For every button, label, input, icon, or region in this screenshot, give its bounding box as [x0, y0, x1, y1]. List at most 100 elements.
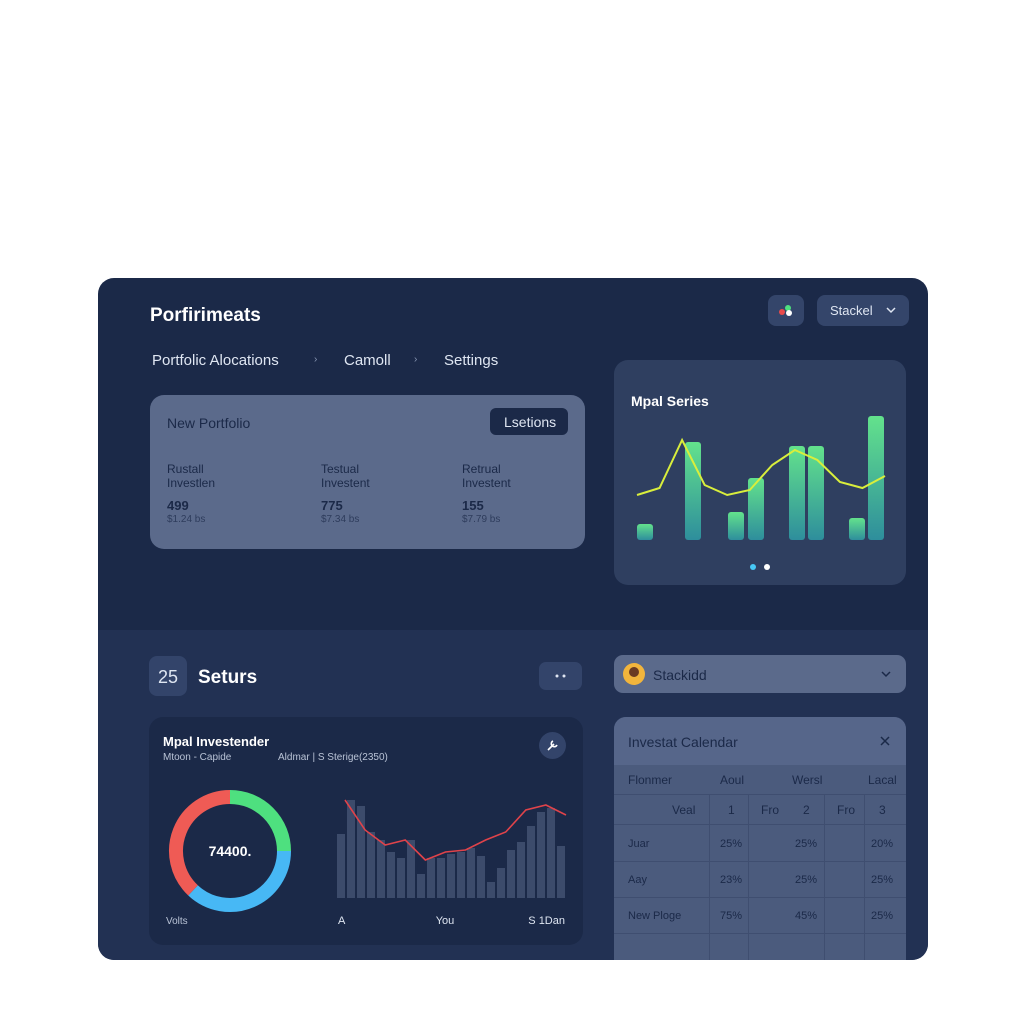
- bar: [507, 850, 515, 898]
- bar: [427, 858, 435, 898]
- sub-header: Fro: [837, 803, 855, 817]
- column-header: Lacal: [868, 773, 897, 787]
- bar: [497, 868, 505, 898]
- series-card: Mpal Series: [614, 360, 906, 585]
- icon-button[interactable]: [768, 295, 804, 326]
- badge: 25: [149, 656, 187, 696]
- divider: [614, 824, 906, 825]
- nav-sep: ›: [314, 354, 318, 365]
- cell: 75%: [719, 910, 742, 922]
- bar: [748, 478, 764, 540]
- pager-dot[interactable]: [750, 564, 756, 570]
- line: [344, 799, 567, 861]
- bar: [849, 518, 865, 540]
- card-title: Mpal Series: [631, 393, 709, 409]
- bar: [728, 512, 744, 540]
- divider: [748, 794, 749, 960]
- sub-header: Fro: [761, 803, 779, 817]
- nav-item[interactable]: Settings: [444, 352, 499, 369]
- dropdown[interactable]: Stackel: [817, 295, 909, 326]
- bar: [417, 874, 425, 898]
- row-label: Aay: [628, 874, 647, 886]
- cell: 45%: [794, 910, 817, 922]
- title: Porfirimeats: [150, 305, 261, 326]
- pager-dot[interactable]: [764, 564, 770, 570]
- more-button[interactable]: [539, 662, 582, 690]
- select[interactable]: Stackidd: [614, 655, 906, 693]
- divider: [614, 897, 906, 898]
- row-label: New Ploge: [628, 910, 682, 922]
- stat-label: Testual: [321, 462, 360, 476]
- bar: [637, 524, 653, 540]
- divider: [614, 933, 906, 934]
- button-label: Lsetions: [504, 414, 557, 430]
- donut-segment: [188, 850, 291, 912]
- stat-label: Investent: [462, 476, 511, 490]
- nav-item[interactable]: Camoll: [344, 352, 391, 369]
- bar: [447, 854, 455, 898]
- stat-sub: $7.79 bs: [462, 514, 501, 525]
- card-title: Investat Calendar: [628, 734, 738, 750]
- dropdown-label: Stackel: [830, 303, 873, 318]
- stat-label: Investent: [321, 476, 370, 490]
- cell: 25%: [870, 874, 893, 886]
- tool-button[interactable]: [539, 732, 566, 759]
- divider: [864, 794, 865, 960]
- calendar-card: Investat Calendar: [614, 717, 906, 960]
- divider: [824, 794, 825, 960]
- bar: [457, 852, 465, 898]
- bar: [537, 812, 545, 898]
- bar: [789, 446, 805, 540]
- section-title: Seturs: [198, 667, 258, 688]
- close-icon[interactable]: [879, 735, 891, 747]
- card-title: Mpal Investender: [163, 734, 270, 749]
- nav-item[interactable]: Portfolic Alocations: [152, 352, 279, 369]
- nav-sep: ›: [414, 354, 418, 365]
- button[interactable]: Lsetions: [490, 408, 568, 435]
- bar: [477, 856, 485, 898]
- icon: [779, 305, 792, 316]
- column-header: Flonmer: [628, 773, 673, 787]
- bar: [527, 826, 535, 898]
- icon: [555, 674, 566, 678]
- cell: 25%: [870, 910, 893, 922]
- bar: [467, 848, 475, 898]
- stat-value: 155: [462, 498, 484, 513]
- sub-header: 1: [728, 803, 735, 817]
- bar: [367, 832, 375, 898]
- bar: [347, 800, 355, 898]
- donut-segment: [169, 790, 231, 896]
- bar: [557, 846, 565, 898]
- card-title: New Portfolio: [167, 415, 251, 431]
- row-label: Juar: [628, 838, 650, 850]
- divider: [709, 794, 710, 960]
- chevron: [881, 671, 891, 678]
- calendar-header: [614, 717, 906, 765]
- bar: [868, 416, 884, 540]
- column-header: Wersl: [792, 773, 823, 787]
- x-label: S 1Dan: [528, 915, 565, 927]
- bar: [357, 806, 365, 898]
- bar: [808, 446, 824, 540]
- x-label: A: [338, 915, 346, 927]
- bar: [547, 808, 555, 898]
- stat-sub: $1.24 bs: [167, 514, 206, 525]
- bar: [387, 852, 395, 898]
- donut-center: 74400.: [209, 843, 252, 859]
- cell: 20%: [870, 838, 893, 850]
- select-label: Stackidd: [653, 667, 707, 683]
- badge-label: 25: [158, 667, 179, 687]
- bar: [377, 840, 385, 898]
- bar: [437, 858, 445, 898]
- stat-value: 775: [321, 498, 343, 513]
- stat-value: 499: [167, 498, 189, 513]
- chevron: [886, 307, 896, 314]
- bar: [487, 882, 495, 898]
- bar: [337, 834, 345, 898]
- donut-segment: [229, 790, 291, 852]
- portfolio-card: New Portfolio Lsetions: [150, 395, 585, 549]
- bar: [397, 858, 405, 898]
- divider: [614, 861, 906, 862]
